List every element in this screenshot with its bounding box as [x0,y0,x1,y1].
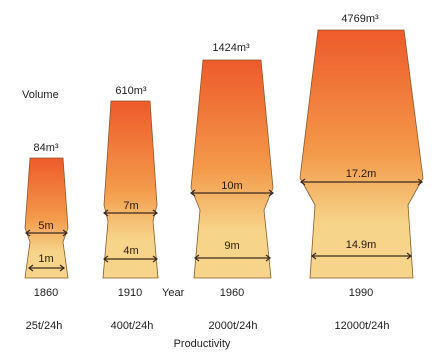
volume-label-1960: 1424m³ [212,42,250,54]
volume-label-1910: 610m³ [115,85,147,97]
furnace-1990: 4769m³ 17.2m 14.9m 1990 12000t/24h [299,13,424,332]
hearth-arrowheads-1860 [28,264,65,272]
year-label-1990: 1990 [349,287,373,299]
year-label-1960: 1960 [220,287,244,299]
hearth-arrowheads-1960 [194,254,271,262]
hearth-arrowheads-1990 [311,252,412,260]
year-heading: Year [162,287,185,299]
furnace-1860: 84m³ 5m 1m 1860 25t/24h [24,142,69,332]
productivity-heading: Productivity [174,338,231,350]
productivity-label-1960: 2000t/24h [209,320,258,332]
year-label-1910: 1910 [118,287,142,299]
hearth-diameter-1990: 14.9m [346,239,377,251]
furnace-shape-1910 [102,100,159,279]
furnace-1960: 1424m³ 10m 9m 1960 2000t/24h [190,42,274,332]
productivity-label-1860: 25t/24h [26,320,63,332]
belly-arrowheads-1990 [300,178,423,186]
hearth-diameter-1960: 9m [224,240,239,252]
belly-diameter-1990: 17.2m [346,168,377,180]
belly-diameter-1860: 5m [38,220,53,232]
furnace-1910: 610m³ 7m 4m 1910 400t/24h [102,85,159,332]
belly-diameter-1960: 10m [221,180,242,192]
hearth-arrowheads-1910 [103,255,158,263]
hearth-diameter-1860: 1m [38,253,53,265]
belly-diameter-1910: 7m [123,200,138,212]
year-label-1860: 1860 [34,287,58,299]
volume-label-1990: 4769m³ [341,13,379,25]
volume-label-1860: 84m³ [33,142,58,154]
belly-arrowheads-1860 [25,229,68,237]
hearth-diameter-1910: 4m [123,245,138,257]
belly-arrowheads-1910 [103,209,158,217]
productivity-label-1990: 12000t/24h [334,320,389,332]
volume-heading: Volume [22,89,59,101]
belly-arrowheads-1960 [190,189,274,197]
productivity-label-1910: 400t/24h [111,320,154,332]
furnace-shape-1990 [299,29,424,279]
